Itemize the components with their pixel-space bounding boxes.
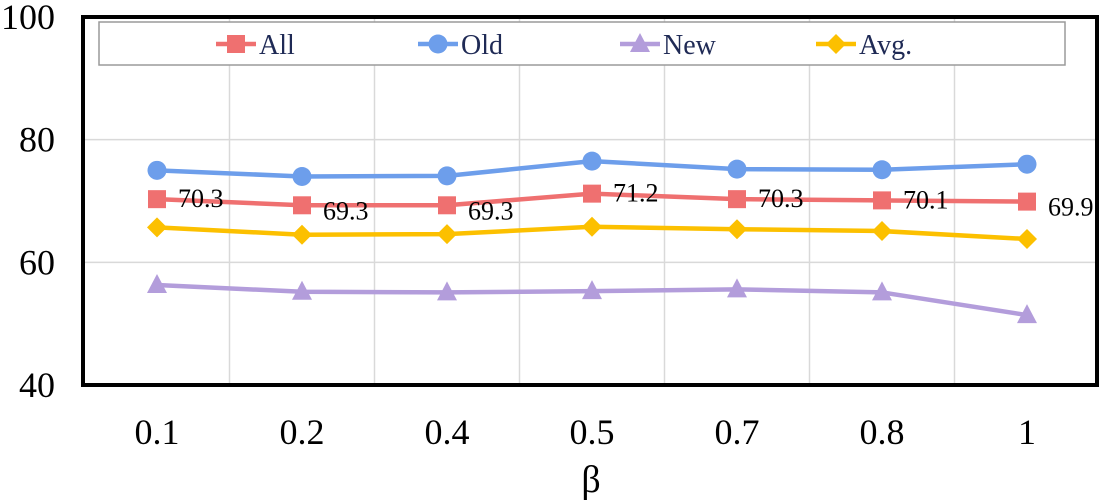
data-point-new bbox=[727, 278, 747, 298]
data-point-all bbox=[148, 190, 166, 209]
legend-marker-all bbox=[227, 35, 245, 53]
x-tick-label: 0.5 bbox=[570, 412, 615, 452]
x-tick-label: 0.4 bbox=[425, 412, 470, 452]
y-tick-label: 60 bbox=[19, 242, 55, 282]
data-point-all bbox=[438, 196, 456, 215]
data-label-all: 69.3 bbox=[323, 196, 369, 225]
data-point-new bbox=[437, 281, 457, 301]
x-axis-title: β bbox=[581, 459, 600, 501]
data-point-avg bbox=[1017, 229, 1037, 250]
legend-label-old: Old bbox=[461, 30, 503, 61]
data-label-all: 70.3 bbox=[178, 184, 224, 213]
legend-label-avg: Avg. bbox=[859, 30, 912, 61]
data-point-old bbox=[147, 160, 167, 180]
legend-marker-new bbox=[630, 33, 650, 52]
data-point-old bbox=[1017, 154, 1037, 174]
data-point-all bbox=[1018, 192, 1036, 211]
series-new bbox=[147, 274, 1037, 324]
data-point-avg bbox=[147, 217, 167, 238]
x-tick-label: 1 bbox=[1018, 412, 1036, 452]
data-point-all bbox=[873, 191, 891, 210]
y-axis-tick-labels: 40 60 80 100 bbox=[1, 0, 55, 405]
data-point-avg bbox=[727, 219, 747, 240]
x-tick-label: 0.2 bbox=[280, 412, 325, 452]
data-point-new bbox=[1017, 304, 1037, 324]
data-point-avg bbox=[437, 224, 457, 245]
legend-item-new: New bbox=[620, 30, 717, 61]
legend-label-new: New bbox=[663, 30, 717, 61]
x-tick-label: 0.7 bbox=[715, 412, 760, 452]
data-label-all: 69.9 bbox=[1048, 193, 1094, 222]
legend-marker-old bbox=[428, 34, 448, 54]
data-point-all bbox=[293, 196, 311, 215]
data-point-all bbox=[728, 190, 746, 209]
y-tick-label: 40 bbox=[19, 365, 55, 405]
legend-label-all: All bbox=[259, 30, 295, 61]
y-tick-label: 80 bbox=[19, 120, 55, 160]
data-point-new bbox=[582, 280, 602, 300]
data-labels: 70.3 69.3 69.3 71.2 70.3 70.1 69.9 bbox=[178, 179, 1094, 226]
data-label-all: 70.1 bbox=[903, 185, 949, 214]
x-axis-tick-labels: 0.1 0.2 0.4 0.5 0.7 0.8 1 bbox=[135, 412, 1037, 452]
data-point-new bbox=[292, 280, 312, 300]
series-all bbox=[148, 184, 1036, 215]
data-point-new bbox=[872, 281, 892, 301]
data-point-avg bbox=[292, 224, 312, 245]
data-label-all: 71.2 bbox=[613, 179, 659, 208]
legend-item-avg: Avg. bbox=[816, 30, 912, 61]
y-tick-label: 100 bbox=[1, 0, 55, 37]
data-label-all: 69.3 bbox=[468, 196, 514, 225]
data-label-all: 70.3 bbox=[758, 184, 804, 213]
series-avg bbox=[147, 216, 1037, 250]
legend-marker-avg bbox=[826, 34, 846, 54]
legend-box bbox=[98, 21, 1066, 66]
data-point-all bbox=[583, 184, 601, 203]
x-tick-label: 0.1 bbox=[135, 412, 180, 452]
legend-item-all: All bbox=[216, 30, 295, 61]
data-point-old bbox=[292, 166, 312, 186]
legend-item-old: Old bbox=[418, 30, 503, 61]
data-point-avg bbox=[582, 216, 602, 237]
data-point-avg bbox=[872, 221, 892, 242]
data-point-old bbox=[872, 160, 892, 180]
data-point-old bbox=[727, 159, 747, 179]
series-lines bbox=[147, 151, 1037, 324]
x-tick-label: 0.8 bbox=[860, 412, 905, 452]
legend: All Old New Avg. bbox=[98, 21, 1066, 66]
plot-area-frame bbox=[81, 15, 1099, 387]
data-point-old bbox=[582, 151, 602, 171]
series-old bbox=[147, 151, 1037, 186]
data-point-new bbox=[147, 274, 167, 294]
data-point-old bbox=[437, 166, 457, 186]
